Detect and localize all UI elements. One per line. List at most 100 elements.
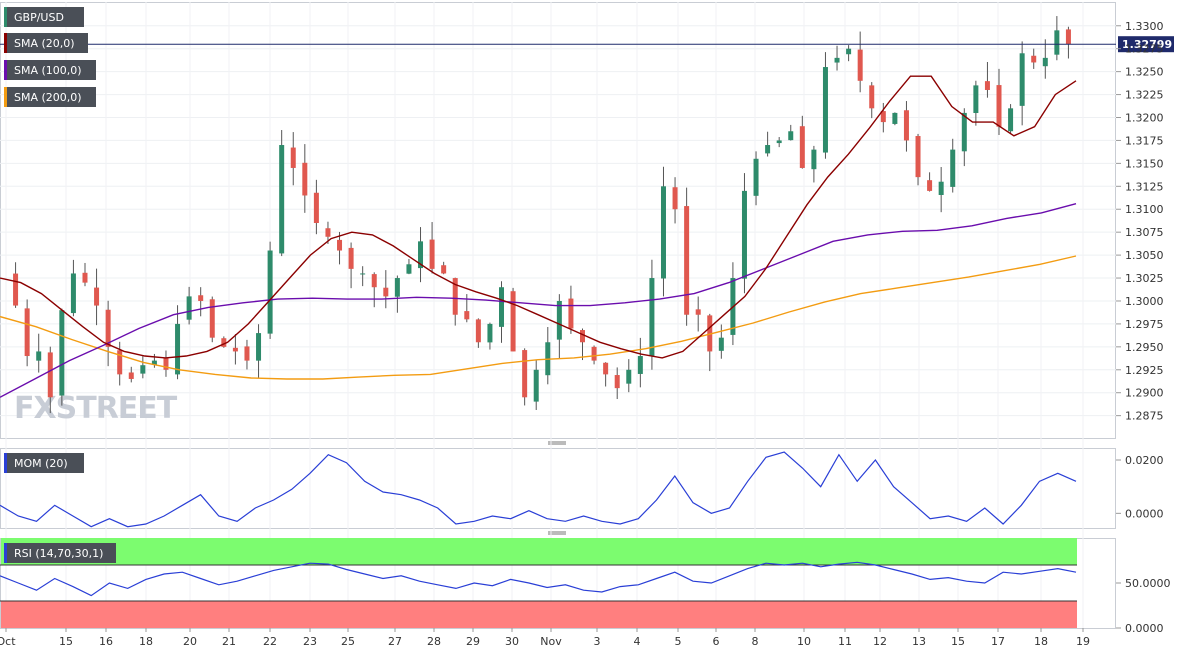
rsi-tick-label: 50.0000 [1125, 577, 1171, 590]
momentum-tick-label: 0.0200 [1125, 454, 1164, 467]
candle-bearish [221, 336, 227, 348]
candle-bearish [614, 367, 620, 400]
legend-momentum-accent [4, 453, 7, 473]
candle-bullish [279, 130, 285, 257]
x-tick-label: 16 [99, 635, 113, 648]
sma100-line [0, 203, 1077, 398]
momentum-panel [0, 448, 1116, 529]
legend-momentum: MOM (20) [4, 453, 84, 473]
sma200-line [0, 255, 1077, 380]
candle-body [244, 346, 250, 361]
x-tick-label: 30 [505, 635, 519, 648]
candle-body [822, 67, 828, 153]
candle-body [637, 356, 643, 374]
candle-bullish [788, 124, 794, 141]
candle-bearish [1031, 48, 1037, 69]
candle-bullish [637, 337, 643, 388]
candle-body [614, 375, 620, 389]
candle-body [869, 85, 875, 109]
candle-bullish [59, 308, 65, 406]
candle-bearish [603, 362, 609, 387]
candle-bearish [441, 261, 447, 275]
candle-bearish [429, 222, 435, 274]
candle-body [1054, 30, 1060, 55]
candle-bearish [672, 177, 678, 224]
candle-body [522, 350, 528, 398]
candle-body [452, 278, 458, 315]
candle-body [788, 131, 794, 141]
candle-bearish [903, 101, 909, 152]
legend-sma100-accent [4, 60, 7, 80]
candle-bearish [799, 115, 805, 169]
candle-body [672, 187, 678, 210]
candle-body [626, 369, 632, 384]
candle-body [441, 265, 447, 274]
candle-body [776, 140, 782, 144]
candle-bearish [128, 366, 134, 383]
x-tick-label: 12 [873, 635, 887, 648]
candle-body [221, 338, 227, 347]
candle-body [70, 273, 76, 314]
candle-bearish [82, 262, 88, 287]
candle-bearish [371, 272, 377, 308]
candle-bearish [302, 144, 308, 213]
x-tick-label: 18 [139, 635, 153, 648]
candle-body [695, 309, 701, 315]
candle-body [371, 274, 377, 288]
x-tick-label: Oct [0, 635, 16, 648]
x-tick-label: 27 [388, 635, 402, 648]
last-price-label: 1.32799 [1122, 38, 1172, 51]
legend-sma20-label: SMA (20,0) [14, 37, 75, 50]
candle-bullish [834, 45, 840, 71]
candle-bearish [984, 61, 990, 98]
legend-rsi-box [4, 543, 116, 563]
price-tick-label: 1.3075 [1125, 226, 1164, 239]
legend-momentum-box [4, 453, 84, 473]
legend-momentum-label: MOM (20) [14, 457, 68, 470]
candle-bullish [660, 166, 666, 297]
price-panel [0, 2, 1116, 439]
candle-body [406, 264, 412, 274]
x-tick-label: 18 [1034, 635, 1048, 648]
candle-body [579, 330, 585, 343]
legend-sma20-accent [4, 33, 7, 53]
candle-body [475, 319, 481, 343]
x-tick-label: 10 [797, 635, 811, 648]
candle-body [47, 352, 53, 398]
candle-body [927, 180, 933, 191]
candle-body [59, 310, 65, 396]
candle-bearish [880, 102, 886, 133]
x-tick-label: 15 [951, 635, 965, 648]
candle-bullish [1054, 16, 1060, 61]
candle-bearish [996, 68, 1002, 135]
price-tick-label: 1.2875 [1125, 410, 1164, 423]
candle-bearish [915, 133, 921, 186]
candle-bearish [47, 346, 53, 414]
candle-body [950, 149, 956, 187]
candle-body [175, 323, 181, 375]
candle-bearish [869, 82, 875, 119]
candle-body [140, 365, 146, 374]
candle-body [302, 162, 308, 196]
x-tick-label: 20 [183, 635, 197, 648]
candle-bullish [741, 173, 747, 294]
candle-body [510, 291, 516, 352]
candle-bullish [718, 324, 724, 359]
legend-sma200-box [4, 87, 96, 107]
price-tick-label: 1.3050 [1125, 249, 1164, 262]
candle-body [394, 278, 400, 297]
price-tick-label: 1.3175 [1125, 134, 1164, 147]
candle-bullish [973, 80, 979, 126]
price-tick-label: 1.3100 [1125, 203, 1164, 216]
legend-symbol: GBP/USD [4, 7, 84, 27]
price-tick-label: 1.3000 [1125, 295, 1164, 308]
x-tick-label: 3 [594, 635, 601, 648]
legend-symbol-label: GBP/USD [14, 11, 64, 24]
candle-body [383, 287, 389, 297]
candle-bearish [475, 318, 481, 348]
candle-body [24, 308, 30, 357]
rsi-overbought-zone [1, 538, 1077, 565]
candle-body [811, 149, 817, 170]
